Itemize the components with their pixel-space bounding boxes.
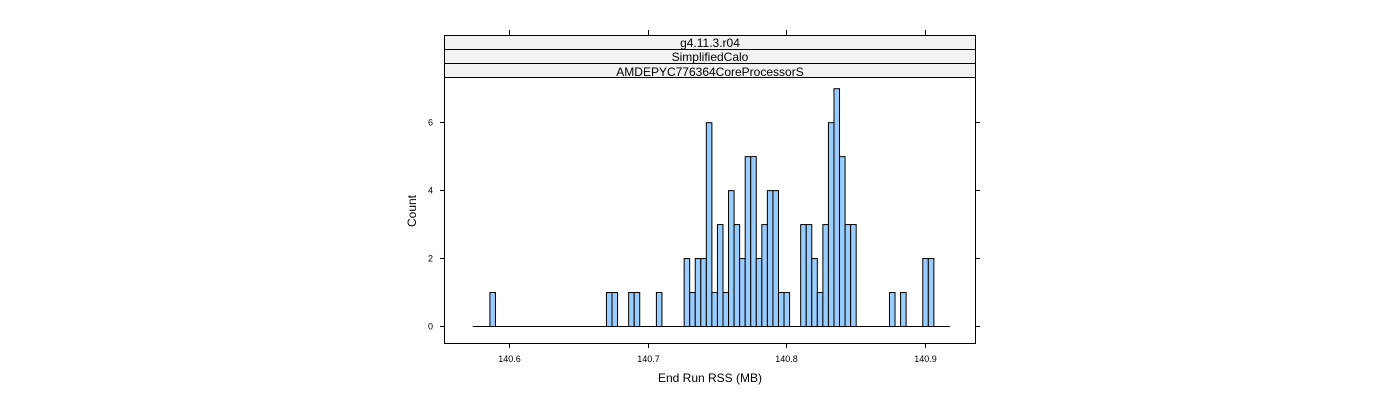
histogram-bar-36 bbox=[888, 292, 896, 328]
axes-layer: 140.6 140.7 140.8 140.9 0 2 4 6 bbox=[428, 30, 980, 364]
y-tick-label-1: 0 bbox=[428, 322, 433, 332]
histogram-bar-26 bbox=[800, 224, 807, 328]
bars-layer bbox=[472, 88, 951, 328]
x-axis-title: End Run RSS (MB) bbox=[658, 371, 762, 385]
histogram-bar-27 bbox=[805, 224, 813, 328]
histogram-bar-12 bbox=[711, 292, 718, 328]
histogram-bar-19 bbox=[750, 156, 757, 328]
histogram-bar-4 bbox=[628, 292, 635, 328]
histogram-bar-31 bbox=[827, 122, 835, 328]
histogram-bar-2 bbox=[605, 292, 613, 328]
histogram-bar-11 bbox=[705, 122, 713, 328]
histogram-bar-6 bbox=[655, 292, 663, 328]
x-tick-label-2: 140.7 bbox=[637, 354, 660, 364]
histogram-bar-37 bbox=[900, 292, 907, 328]
x-tick-label-4: 140.9 bbox=[914, 354, 937, 364]
x-tick-label-1: 140.6 bbox=[498, 354, 521, 364]
histogram-bar-24 bbox=[777, 292, 785, 328]
y-axis-title: Count bbox=[405, 194, 419, 227]
histogram-bar-30 bbox=[822, 224, 829, 328]
plot-frame bbox=[444, 77, 976, 344]
histogram-bar-21 bbox=[761, 224, 768, 328]
histogram-bar-38 bbox=[922, 258, 929, 328]
y-tick-label-4: 6 bbox=[428, 118, 433, 128]
histogram-bar-28 bbox=[811, 258, 818, 328]
x-tick-label-3: 140.8 bbox=[775, 354, 798, 364]
histogram-bar-13 bbox=[716, 224, 724, 328]
histogram-bar-22 bbox=[766, 190, 774, 328]
histogram-bar-18 bbox=[744, 156, 752, 328]
histogram-bar-1 bbox=[489, 292, 496, 328]
histogram-bar-16 bbox=[733, 224, 741, 328]
histogram-bar-15 bbox=[728, 190, 735, 328]
histogram-bar-20 bbox=[755, 258, 763, 328]
histogram-bar-17 bbox=[739, 258, 746, 328]
histogram-bar-39 bbox=[927, 258, 935, 328]
histogram-bar-8 bbox=[689, 292, 696, 328]
strip-3-label: AMDEPYC776364CoreProcessorS bbox=[616, 65, 803, 79]
strip-1-label: g4.11.3.r04 bbox=[680, 36, 740, 50]
histogram-bar-5 bbox=[633, 292, 641, 328]
histogram-bar-25 bbox=[783, 292, 791, 328]
strip-2-label: SimplifiedCalo bbox=[672, 50, 749, 64]
histogram-bar-7 bbox=[683, 258, 691, 328]
histogram-bar-9 bbox=[694, 258, 702, 328]
histogram-bar-34 bbox=[844, 224, 852, 328]
histogram-bar-23 bbox=[772, 190, 779, 328]
histogram-bar-33 bbox=[839, 156, 846, 328]
panel-strips: g4.11.3.r04 SimplifiedCalo AMDEPYC776364… bbox=[444, 35, 976, 79]
histogram-bar-35 bbox=[850, 224, 857, 328]
histogram-bar-14 bbox=[722, 292, 730, 328]
y-tick-label-2: 2 bbox=[428, 254, 433, 264]
histogram-bar-3 bbox=[611, 292, 619, 328]
histogram-bar-29 bbox=[816, 292, 824, 328]
histogram-bar-10 bbox=[700, 258, 707, 328]
y-tick-label-3: 4 bbox=[428, 186, 433, 196]
histogram-bar-32 bbox=[833, 88, 841, 328]
